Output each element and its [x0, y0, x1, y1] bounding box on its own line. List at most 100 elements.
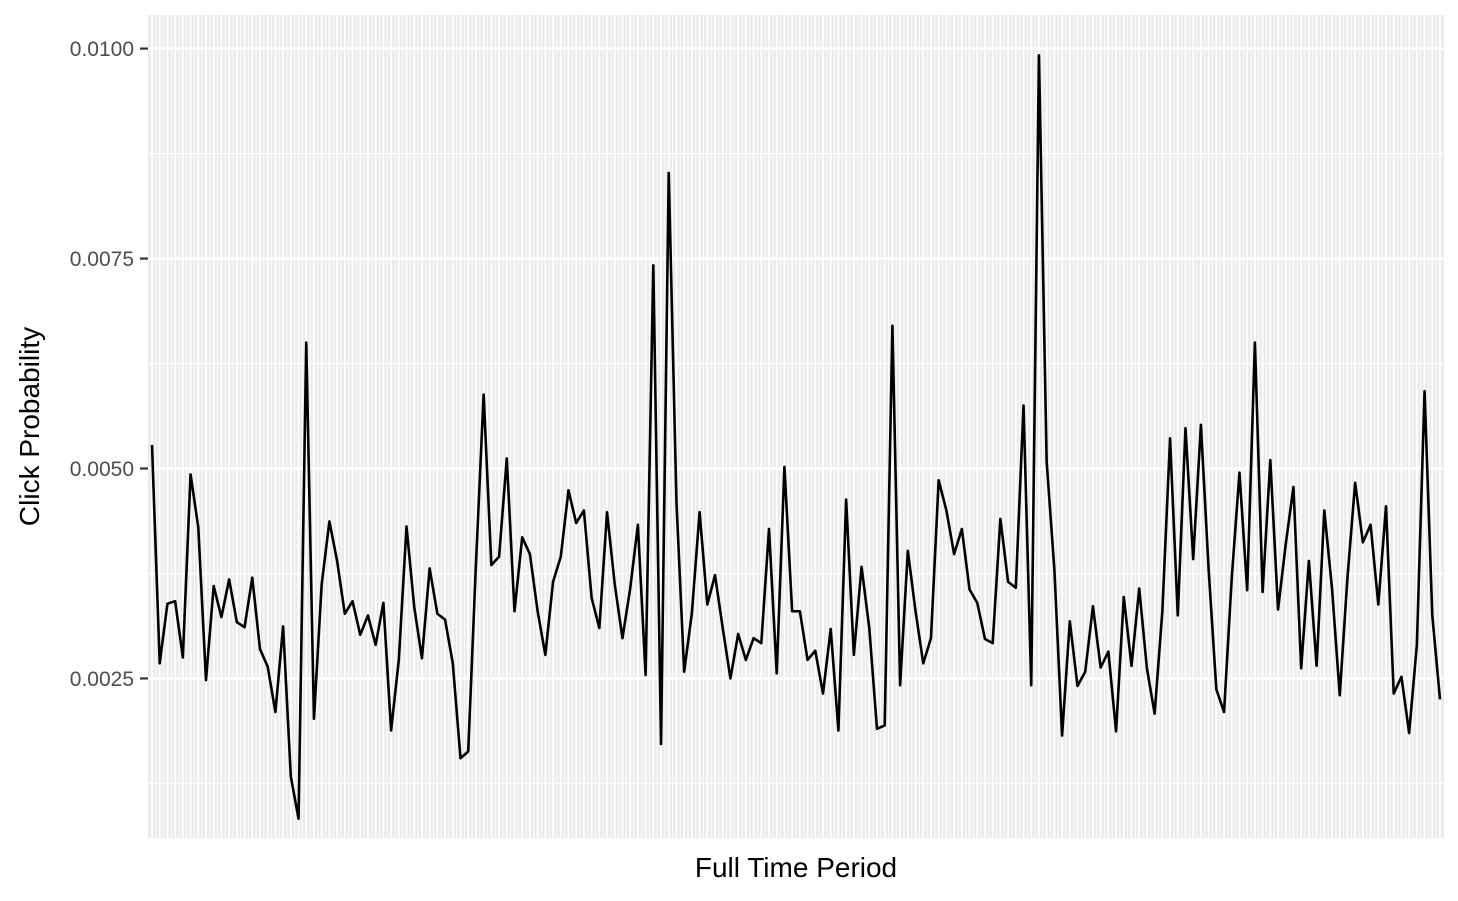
data-point	[205, 679, 208, 682]
data-point	[883, 724, 886, 727]
data-point	[691, 612, 694, 615]
data-point	[1223, 711, 1226, 714]
data-point	[158, 662, 161, 665]
data-point	[428, 567, 431, 570]
data-point	[806, 659, 809, 662]
data-point	[590, 597, 593, 600]
data-point	[1277, 608, 1280, 611]
data-point	[1130, 665, 1133, 668]
data-point	[737, 633, 740, 636]
data-point	[814, 649, 817, 652]
data-point	[1061, 734, 1064, 737]
data-point	[1146, 667, 1149, 670]
data-point	[606, 511, 609, 514]
series-line	[150, 54, 1442, 820]
data-point	[274, 711, 277, 714]
data-point	[1362, 541, 1365, 544]
data-point	[1331, 587, 1334, 590]
y-tick-label: 0.0075	[70, 248, 134, 271]
data-point	[698, 511, 701, 514]
data-point	[660, 743, 663, 746]
data-point	[953, 553, 956, 556]
data-point	[621, 637, 624, 640]
data-point	[182, 656, 185, 659]
data-point	[297, 817, 300, 820]
data-point	[822, 692, 825, 695]
data-point	[629, 587, 632, 590]
data-point	[930, 637, 933, 640]
data-point	[937, 479, 940, 482]
data-point	[683, 670, 686, 673]
data-point	[344, 612, 347, 615]
y-tick-label: 0.0100	[70, 38, 134, 61]
data-point	[1323, 509, 1326, 512]
x-minor-gridlines	[155, 15, 1437, 838]
data-point	[351, 600, 354, 603]
data-point	[467, 750, 470, 753]
data-point	[829, 628, 832, 631]
data-point	[398, 659, 401, 662]
data-point	[505, 457, 508, 460]
data-point	[914, 610, 917, 613]
data-point	[783, 466, 786, 469]
data-point	[1338, 694, 1341, 697]
data-point	[1423, 390, 1426, 393]
data-point	[799, 610, 802, 613]
data-point	[421, 657, 424, 660]
data-point	[907, 549, 910, 552]
data-point	[791, 610, 794, 613]
data-point	[459, 757, 462, 760]
data-point	[413, 606, 416, 609]
data-point	[482, 393, 485, 396]
data-point	[922, 662, 925, 665]
data-point	[451, 662, 454, 665]
data-point	[436, 612, 439, 615]
data-point	[1069, 620, 1072, 623]
data-point	[390, 729, 393, 732]
data-point	[1400, 675, 1403, 678]
data-point	[1092, 605, 1095, 608]
data-point	[945, 509, 948, 512]
data-point	[1300, 667, 1303, 670]
data-point	[667, 172, 670, 175]
data-point	[583, 509, 586, 512]
data-point	[1169, 437, 1172, 440]
data-point	[559, 555, 562, 558]
data-point	[714, 574, 717, 577]
data-point	[1076, 685, 1079, 688]
data-point	[228, 578, 231, 581]
data-point	[868, 627, 871, 630]
y-tick-label: 0.0025	[70, 668, 134, 691]
data-point	[374, 644, 377, 647]
data-point	[1084, 670, 1087, 673]
data-point	[853, 654, 856, 657]
data-point	[544, 654, 547, 657]
y-axis-title: Click Probability	[14, 327, 45, 526]
data-point	[166, 602, 169, 605]
data-point	[266, 665, 269, 668]
data-point	[721, 627, 724, 630]
data-point	[984, 638, 987, 641]
data-point	[1138, 587, 1141, 590]
data-point	[1369, 523, 1372, 526]
data-point	[1431, 614, 1434, 617]
data-point	[251, 576, 254, 579]
data-point	[382, 602, 385, 605]
data-point	[305, 341, 308, 344]
data-point	[1207, 568, 1210, 571]
data-point	[760, 642, 763, 645]
data-point	[1354, 481, 1357, 484]
data-point	[1254, 341, 1257, 344]
data-point	[282, 625, 285, 628]
data-point	[1107, 650, 1110, 653]
data-point	[961, 528, 964, 531]
data-point	[1192, 558, 1195, 561]
x-major-gridlines	[151, 15, 1441, 838]
data-point	[1015, 586, 1018, 589]
data-point	[598, 627, 601, 630]
data-point	[567, 489, 570, 492]
data-point	[1176, 614, 1179, 617]
data-point	[236, 621, 239, 624]
data-point	[320, 583, 323, 586]
data-point	[197, 526, 200, 529]
